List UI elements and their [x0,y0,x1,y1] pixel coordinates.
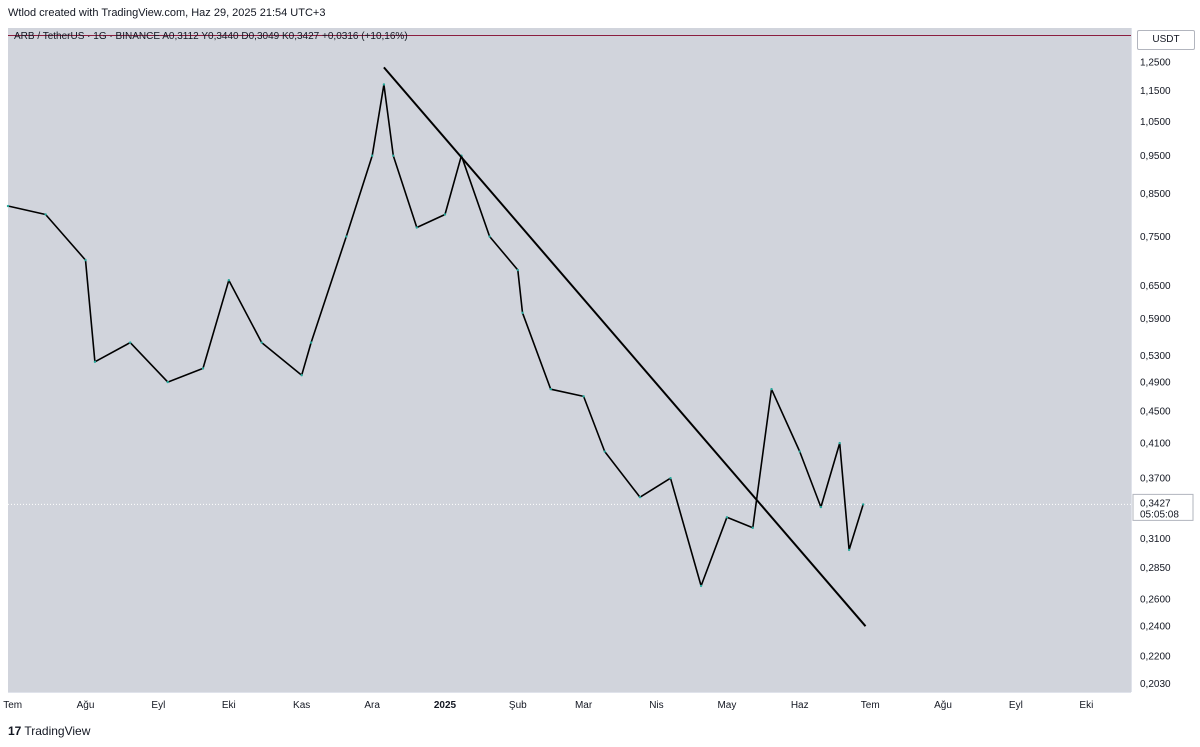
price-point [582,395,585,398]
x-tick-label: 2025 [434,700,457,711]
y-tick-label: 0,7500 [1140,232,1171,243]
y-tick-label: 0,2200 [1140,651,1171,662]
footer-brand[interactable]: 17 TradingView [8,724,90,738]
price-point [725,516,729,519]
y-tick-label: 0,3100 [1140,534,1171,545]
price-point [345,235,348,238]
y-tick-label: 0,4500 [1140,407,1171,418]
y-tick-label: 0,6500 [1140,281,1171,292]
x-tick-label: Ara [364,700,380,711]
price-point [521,311,524,315]
y-tick-label: 0,9500 [1140,151,1171,162]
price-point [44,213,47,216]
price-point [549,387,552,391]
y-tick-label: 1,0500 [1140,117,1171,128]
trendline [383,66,867,627]
price-point [669,476,672,480]
x-tick-label: Eki [1079,700,1093,711]
x-tick-label: Tem [861,700,880,711]
chart-area[interactable] [8,28,1131,692]
price-series-line [7,83,864,587]
price-point [6,204,10,208]
high-value: Y0,3440 [201,31,239,42]
x-tick-label: Haz [791,700,809,711]
y-tick-label: 1,1500 [1140,86,1171,97]
price-point [300,373,303,377]
x-tick-label: Nis [649,700,663,711]
current-price-label: 0,3427 [1140,498,1171,509]
price-point [798,450,801,453]
y-tick-label: 1,2500 [1140,57,1171,68]
y-tick-label: 0,4100 [1140,439,1171,450]
price-point [260,341,263,344]
price-point [370,154,374,157]
y-tick-label: 0,2850 [1140,563,1171,574]
y-tick-label: 0,5300 [1140,351,1171,362]
x-tick-label: Eki [222,700,236,711]
current-price-box [1132,493,1194,521]
x-tick-label: Eyl [151,700,165,711]
price-point [770,387,773,391]
price-point [819,505,823,509]
interval-label: 1G [93,31,107,42]
tradingview-logo-icon: 17 [8,724,22,738]
x-tick-label: Şub [509,700,527,711]
price-point [201,367,205,370]
time-axis[interactable] [8,692,1131,717]
price-point [128,341,132,344]
price-point [603,450,606,453]
price-point [166,380,169,384]
close-value: K0,3427 [281,31,320,42]
change-value: +0,0316 (+10,16%) [322,31,408,42]
price-point [93,360,97,363]
price-point [382,83,386,86]
y-tick-label: 0,4900 [1140,378,1171,389]
price-point [699,584,703,588]
price-point [488,235,491,238]
x-tick-label: Mar [575,700,593,711]
price-point [751,526,754,530]
price-point [309,341,313,344]
x-tick-label: Ağu [77,700,95,711]
price-point [415,226,418,229]
symbol-underline [8,35,1131,36]
currency-button[interactable]: USDT [1137,30,1195,50]
price-point [227,279,231,282]
top-bar: Wtlod created with TradingView.com, Haz … [0,0,1200,26]
y-tick-label: 0,5900 [1140,314,1171,325]
price-point [847,548,851,552]
countdown-label: 05:05:08 [1140,509,1179,520]
y-tick-label: 0,3700 [1140,474,1171,485]
price-axis[interactable] [1131,28,1200,692]
x-tick-label: Ağu [934,700,952,711]
y-tick-label: 0,2600 [1140,594,1171,605]
x-tick-label: May [717,700,736,711]
y-tick-label: 0,8500 [1140,189,1171,200]
brand-name: TradingView [24,724,91,738]
price-point [392,154,395,157]
open-value: A0,3112 [162,31,199,42]
price-point [443,213,447,216]
symbol-name: ARB / TetherUS [14,31,85,42]
x-tick-label: Kas [293,700,310,711]
price-point [84,258,87,262]
created-with-text: Wtlod created with TradingView.com, Haz … [8,7,326,19]
y-tick-label: 0,2400 [1140,622,1171,633]
price-point [638,495,642,499]
x-tick-label: Tem [3,700,22,711]
x-tick-label: Eyl [1009,700,1023,711]
low-value: D0,3049 [241,31,280,42]
exchange-label: BINANCE [115,31,160,42]
price-point [516,268,520,272]
price-point [838,441,841,445]
y-tick-label: 0,2030 [1140,679,1171,690]
price-point [861,503,865,506]
symbol-legend[interactable]: ARB / TetherUS · 1G · BINANCE A0,3112 Y0… [14,31,408,42]
